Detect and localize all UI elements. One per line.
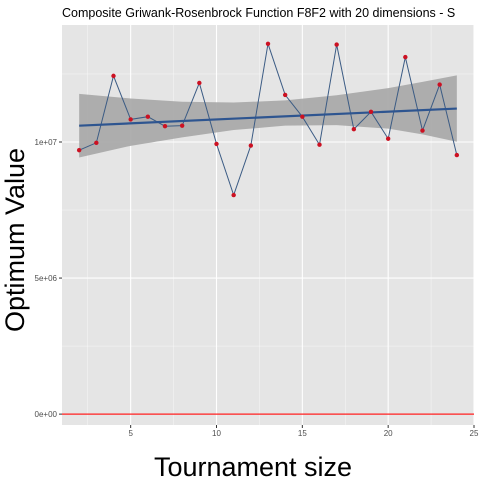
data-point-2	[76, 147, 82, 153]
y-axis-ticks: 0e+00 5e+06 1e+07	[35, 138, 62, 419]
x-tick-label-15: 15	[298, 429, 307, 438]
data-point-20	[385, 136, 391, 141]
x-tick-label-5: 5	[128, 429, 133, 438]
x-tick-label-10: 10	[212, 429, 221, 438]
y-tick-label-2: 1e+07	[35, 138, 58, 147]
data-point-16	[317, 142, 322, 147]
data-point-19	[368, 109, 374, 115]
trend-line-segment	[79, 107, 457, 127]
x-axis-ticks: 5 10 15 20 25	[128, 425, 479, 438]
data-point-24	[454, 152, 460, 158]
data-point-8	[179, 123, 185, 128]
data-point-9	[197, 80, 202, 86]
data-points	[76, 41, 460, 198]
data-point-23	[437, 82, 442, 87]
data-point-10	[214, 141, 219, 147]
data-point-5	[128, 117, 133, 122]
y-axis-title: Optimum Value	[0, 148, 30, 332]
data-point-15	[300, 114, 305, 119]
data-point-17	[334, 42, 339, 47]
x-tick-label-20: 20	[384, 429, 393, 438]
data-point-7	[162, 124, 168, 129]
data-point-12	[248, 143, 254, 148]
data-point-22	[420, 128, 425, 133]
chart-title: Composite Griwank-Rosenbrock Function F8…	[62, 6, 455, 20]
data-point-13	[265, 41, 271, 46]
data-point-4	[111, 73, 116, 79]
y-tick-label-1: 5e+06	[35, 274, 58, 283]
y-tick-label-0: 0e+00	[35, 410, 58, 419]
x-axis-title: Tournament size	[154, 452, 352, 480]
data-point-21	[403, 54, 408, 60]
trend-line	[79, 107, 457, 127]
x-tick-label-25: 25	[470, 429, 479, 438]
data-point-18	[351, 127, 357, 132]
data-point-14	[282, 92, 288, 98]
data-point-3	[94, 140, 99, 146]
data-point-6	[145, 114, 151, 119]
data-point-11	[231, 192, 236, 198]
